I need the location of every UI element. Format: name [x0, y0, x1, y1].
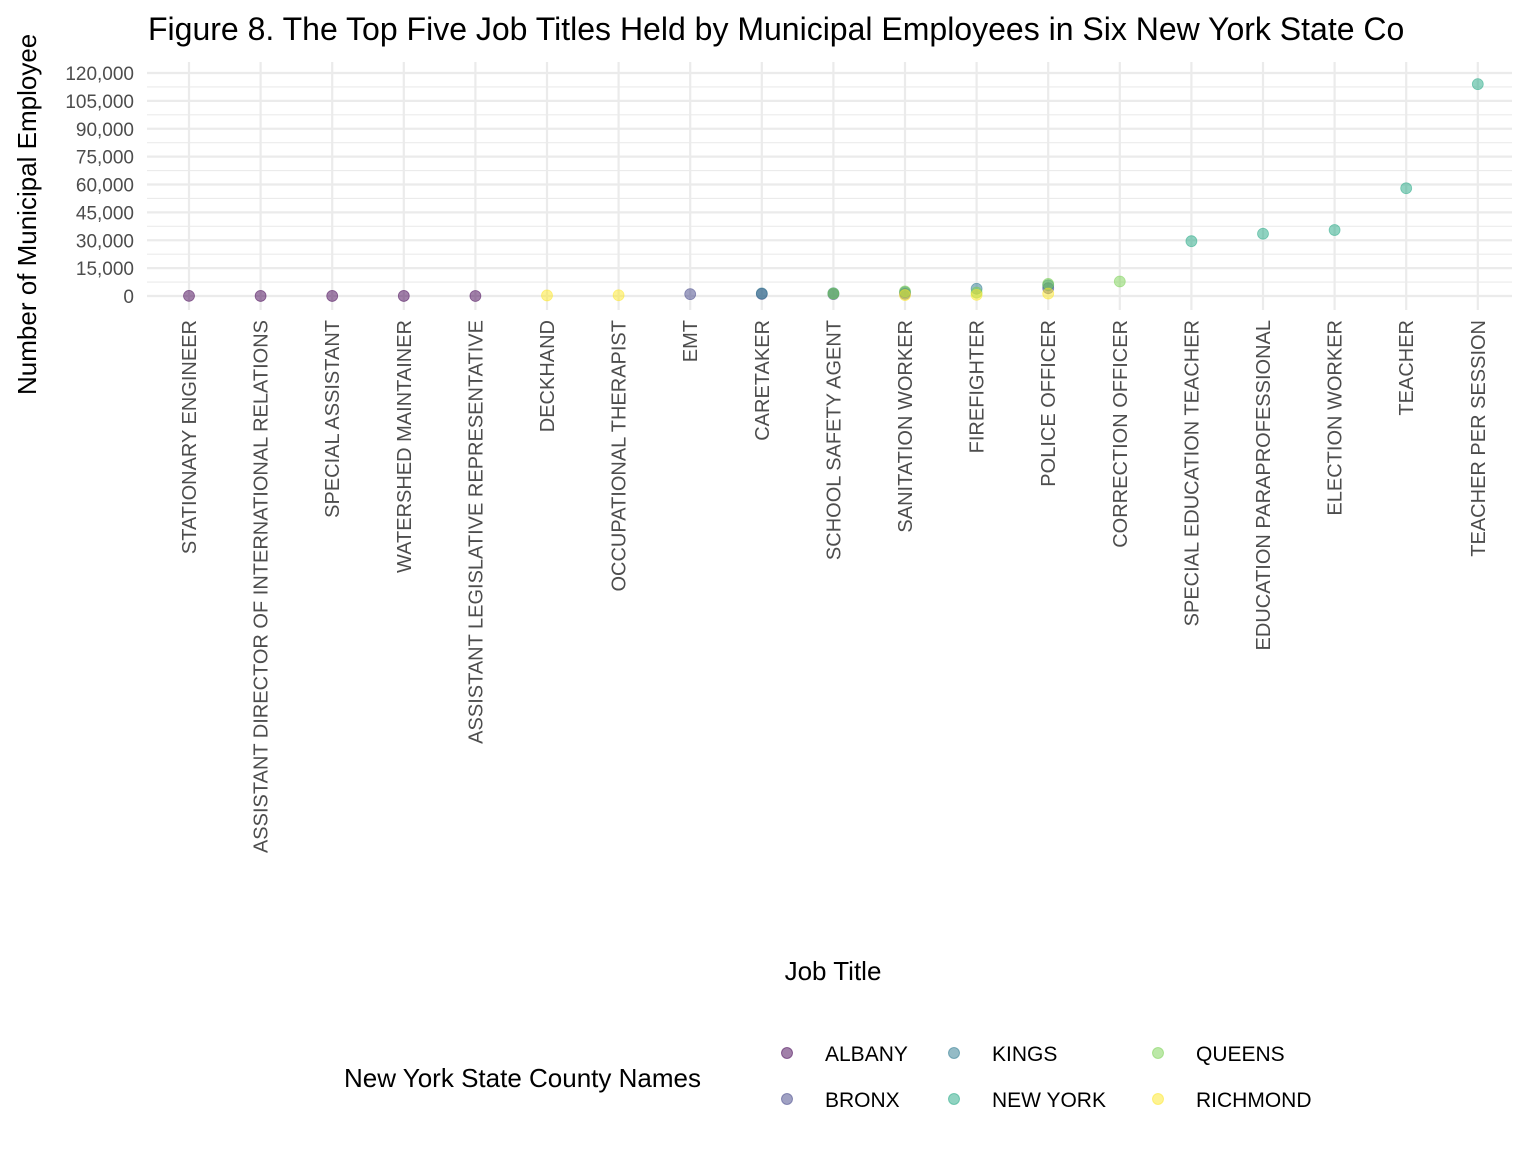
legend-label: KINGS — [992, 1043, 1057, 1066]
x-tick-label: WATERSHED MAINTAINER — [394, 320, 416, 573]
x-tick-label: ELECTION WORKER — [1325, 320, 1347, 516]
y-tick-label: 120,000 — [65, 64, 134, 85]
data-point — [684, 288, 697, 301]
legend-label: RICHMOND — [1196, 1089, 1312, 1112]
data-point — [183, 289, 195, 302]
plot-area: 0 15,000 30,000 45,000 60,000 75,000 90,000 105… — [65, 62, 1512, 853]
x-tick-label: STATIONARY ENGINEER — [179, 320, 201, 554]
x-tick-label: ASSISTANT LEGISLATIVE REPRESENTATIVE — [465, 320, 487, 744]
x-tick-label: SANITATION WORKER — [895, 320, 917, 533]
y-tick-label: 60,000 — [76, 176, 134, 197]
x-tick-label: CORRECTION OFFICER — [1110, 320, 1132, 548]
data-point — [326, 290, 339, 302]
legend-label: NEW YORK — [992, 1089, 1106, 1112]
y-tick-label: 90,000 — [76, 120, 134, 141]
legend-label: BRONX — [825, 1089, 900, 1112]
x-tick-label: SPECIAL EDUCATION TEACHER — [1181, 320, 1203, 626]
legend-label: QUEENS — [1196, 1043, 1285, 1066]
x-tick-label: CARETAKER — [752, 320, 774, 441]
y-tick-label: 0 — [123, 287, 134, 308]
data-point — [970, 288, 983, 301]
data-point — [1042, 287, 1055, 300]
data-point — [397, 290, 410, 302]
data-point — [899, 289, 911, 301]
legend-key — [1152, 1047, 1164, 1059]
x-tick-label: FIREFIGHTER — [967, 320, 989, 453]
legend-key — [1152, 1093, 1164, 1105]
x-tick-label: EMT — [680, 320, 702, 362]
y-tick-label: 15,000 — [76, 259, 134, 280]
y-axis-ticks: 0 15,000 30,000 45,000 60,000 75,000 90,000 105… — [65, 64, 134, 308]
data-points — [183, 78, 1484, 302]
x-axis-title: Job Title — [785, 956, 882, 986]
legend-key — [781, 1093, 793, 1105]
legend-key — [948, 1047, 960, 1059]
x-tick-label: TEACHER PER SESSION — [1468, 320, 1490, 557]
y-axis-title: Number of Municipal Employee — [12, 34, 42, 395]
legend-title: New York State County Names — [344, 1063, 701, 1093]
y-tick-label: 105,000 — [65, 92, 134, 113]
data-point — [541, 289, 553, 302]
chart-title: Figure 8. The Top Five Job Titles Held b… — [148, 11, 1404, 47]
legend-entries: ALBANY BRONX KINGS NEW YORK QUEENS RICHMOND — [781, 1043, 1312, 1112]
data-point — [1400, 182, 1413, 195]
data-point — [755, 287, 768, 300]
data-point — [1185, 235, 1198, 248]
data-point — [827, 287, 840, 300]
x-tick-label: OCCUPATIONAL THERAPIST — [609, 320, 631, 592]
data-point — [254, 290, 267, 302]
data-point — [612, 289, 625, 302]
data-point — [1328, 224, 1341, 236]
data-point — [1471, 78, 1484, 91]
x-tick-label: ASSISTANT DIRECTOR OF INTERNATIONAL RELA… — [251, 320, 273, 853]
x-tick-label: SCHOOL SAFETY AGENT — [823, 320, 845, 560]
x-tick-label: SPECIAL ASSISTANT — [322, 320, 344, 518]
x-axis-ticks: STATIONARY ENGINEER ASSISTANT DIRECTOR OF… — [179, 320, 1490, 853]
x-tick-label: POLICE OFFICER — [1038, 320, 1060, 487]
legend: New York State County Names ALBANY BRONX K… — [344, 1043, 1312, 1112]
x-tick-label: EDUCATION PARAPROFESSIONAL — [1253, 320, 1275, 650]
legend-label: ALBANY — [825, 1043, 908, 1066]
y-tick-label: 30,000 — [76, 231, 134, 252]
x-tick-label: TEACHER — [1396, 320, 1418, 416]
y-tick-label: 45,000 — [76, 203, 134, 224]
x-tick-label: DECKHAND — [537, 320, 559, 432]
data-point — [469, 290, 482, 302]
y-tick-label: 75,000 — [76, 148, 134, 169]
data-point — [1257, 227, 1269, 240]
gridlines — [147, 62, 1512, 310]
legend-key — [948, 1093, 960, 1105]
data-point — [1113, 275, 1126, 288]
legend-key — [781, 1047, 793, 1059]
